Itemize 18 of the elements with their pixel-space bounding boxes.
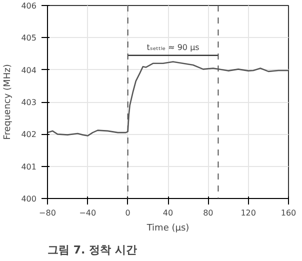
y-axis-title: Frequency (MHz) (3, 64, 14, 140)
x-tick-label: 0 (125, 208, 130, 218)
x-tick-label: 120 (240, 208, 256, 218)
x-tick-label: 80 (203, 208, 214, 218)
y-tick-label: 402 (21, 130, 37, 140)
x-tick-label: −80 (39, 208, 56, 218)
x-tick-label: −40 (79, 208, 96, 218)
x-axis-title: Time (μs) (146, 224, 190, 234)
y-tick-label: 401 (21, 162, 37, 172)
x-tick-label: 160 (280, 208, 296, 218)
y-tick-label: 400 (21, 194, 37, 204)
y-tick-label: 406 (21, 2, 37, 10)
text: 그림 7. 정착 시간 (48, 244, 137, 256)
y-tick-label: 403 (21, 98, 37, 107)
annotation: tₛₑₜₜₗₑ ≈ 90 μs (146, 43, 200, 52)
y-tick-label: 404 (21, 66, 37, 75)
y-tick-label: 405 (21, 34, 37, 43)
x-tick-label: 40 (162, 208, 174, 218)
